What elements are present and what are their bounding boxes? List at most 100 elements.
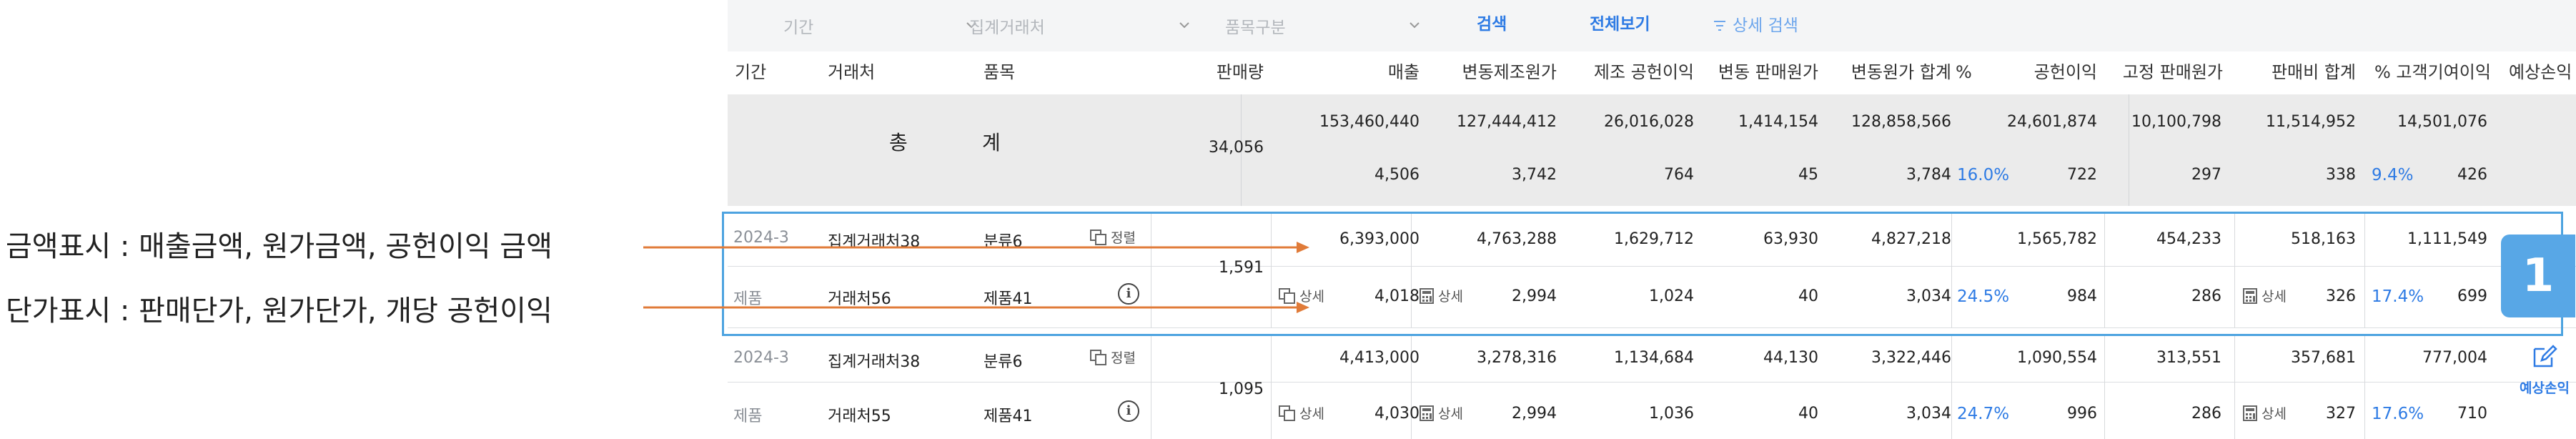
forecast-button[interactable]: 예상손익 [2516, 342, 2573, 413]
sales-detail-button[interactable]: 상세 [1278, 403, 1324, 423]
copy-icon [1279, 405, 1295, 421]
header-forecast[interactable]: 예상손익 [2509, 62, 2572, 82]
header-contrib[interactable]: 공헌이익 [2033, 62, 2097, 82]
edit-icon [2533, 345, 2557, 368]
amount-arrow-head [1297, 242, 1309, 253]
divider [1241, 94, 1242, 206]
unit-annotation: 단가표시 : 판매단가, 원가단가, 개당 공헌이익 [6, 295, 553, 327]
unit-arrow-head [1297, 302, 1309, 313]
row-contrib: 1,565,782 [2017, 230, 2097, 248]
row-unit-sales: 4,030 [1374, 405, 1420, 423]
customer-select-placeholder: 집계거래처 [969, 19, 1045, 37]
row-unit-mfg-contrib: 1,036 [1649, 405, 1694, 423]
row-fixed-sales-cost: 313,551 [2156, 349, 2221, 367]
customer-select[interactable]: 집계거래처 [969, 0, 1205, 51]
total-unit-customer-contrib: 426 [2457, 166, 2487, 184]
search-button[interactable]: 검색 [1477, 15, 1507, 34]
row-unit-var-sales-cost: 40 [1798, 287, 1818, 305]
divider [728, 327, 2576, 328]
header-sales[interactable]: 매출 [1387, 62, 1420, 82]
chevron-down-icon [1179, 22, 1189, 29]
sort-label: 정렬 [1111, 350, 1136, 366]
total-row: 총 계 34,056 153,460,440 127,444,412 26,01… [728, 94, 2576, 206]
total-var-sales-cost: 1,414,154 [1738, 113, 1818, 131]
row-unit-sga-total: 327 [2326, 405, 2356, 423]
divider [1951, 336, 1952, 439]
total-unit-contrib: 722 [2067, 166, 2097, 184]
divider [1411, 213, 1412, 327]
total-unit-sga-total: 338 [2326, 166, 2356, 184]
header-var-cost-total[interactable]: 변동원가 합계 [1851, 62, 1951, 82]
header-fixed-sales-cost[interactable]: 고정 판매원가 [2122, 62, 2223, 82]
period-select[interactable]: 기간 [783, 0, 976, 51]
calculator-icon [2243, 287, 2257, 304]
row-mfg-contrib: 1,629,712 [1614, 230, 1694, 248]
total-var-cost-total: 128,858,566 [1851, 113, 1951, 131]
sort-button[interactable]: 정렬 [1089, 227, 1136, 247]
filter-icon [1714, 21, 1725, 31]
info-icon[interactable]: i [1118, 283, 1139, 305]
header-qty[interactable]: 판매량 [1216, 62, 1264, 82]
row-var-mfg-cost: 3,278,316 [1477, 349, 1557, 367]
sales-detail-button[interactable]: 상세 [1278, 286, 1324, 305]
row-category: 분류6 [984, 353, 1023, 371]
divider [2234, 213, 2235, 327]
category-select[interactable]: 품목구분 [1225, 0, 1440, 51]
sga-detail-button[interactable]: 상세 [2241, 403, 2287, 423]
row-contrib-pct: 24.7% [1957, 405, 2010, 423]
row-unit-sales: 4,018 [1374, 287, 1420, 305]
row-customer-pct: 17.4% [2372, 287, 2424, 306]
header-var-mfg-cost[interactable]: 변동제조원가 [1462, 62, 1557, 82]
row-qty: 1,095 [1219, 380, 1264, 398]
detail-label: 상세 [1299, 406, 1324, 422]
header-pct[interactable]: % [1956, 62, 1972, 82]
header-sga-total[interactable]: 판매비 합계 [2271, 62, 2356, 82]
row-fixed-sales-cost: 454,233 [2156, 230, 2221, 248]
total-sales: 153,460,440 [1319, 113, 1420, 131]
row-qty: 1,591 [1219, 259, 1264, 277]
table-row[interactable]: 2024-3 집계거래처38 분류6 정렬 제품 거래처55 제품41 i 1,… [728, 336, 2576, 439]
row-var-sales-cost: 44,130 [1763, 349, 1818, 367]
row-unit-fixed-sales-cost: 286 [2191, 405, 2221, 423]
amount-annotation: 금액표시 : 매출금액, 원가금액, 공헌이익 금액 [6, 230, 553, 263]
header-item[interactable]: 품목 [984, 62, 1016, 82]
copy-icon [1090, 349, 1106, 365]
row-customer: 거래처56 [828, 290, 891, 308]
row-item: 제품41 [984, 290, 1033, 308]
row-sales: 6,393,000 [1339, 230, 1420, 248]
header-customer-contrib[interactable]: % 고객기여이익 [2374, 62, 2491, 82]
row-unit-mfg-contrib: 1,024 [1649, 287, 1694, 305]
header-mfg-contrib[interactable]: 제조 공헌이익 [1593, 62, 1694, 82]
total-unit-var-mfg-cost: 3,742 [1512, 166, 1557, 184]
divider [1951, 213, 1952, 327]
header-customer[interactable]: 거래처 [828, 62, 876, 82]
row-unit-var-cost-total: 3,034 [1906, 405, 1951, 423]
row-customer-group: 집계거래처38 [828, 353, 921, 371]
detail-search-button[interactable]: 상세 검색 [1711, 0, 1798, 51]
row-var-cost-total: 4,827,218 [1871, 230, 1951, 248]
sort-button[interactable]: 정렬 [1089, 347, 1136, 367]
divider [1411, 336, 1412, 439]
row-sga-total: 357,681 [2291, 349, 2356, 367]
row-customer-pct: 17.6% [2372, 405, 2424, 423]
row-var-cost-total: 3,322,446 [1871, 349, 1951, 367]
cost-detail-button[interactable]: 상세 [1418, 403, 1463, 423]
row-sga-total: 518,163 [2291, 230, 2356, 248]
table-row[interactable]: 2024-3 집계거래처38 분류6 정렬 제품 거래처56 제품41 i 1,… [728, 213, 2576, 332]
header-var-sales-cost[interactable]: 변동 판매원가 [1718, 62, 1818, 82]
info-icon[interactable]: i [1118, 400, 1139, 422]
detail-label: 상세 [2262, 289, 2287, 305]
total-unit-sales: 4,506 [1374, 166, 1420, 184]
sort-label: 정렬 [1111, 230, 1136, 246]
sga-detail-button[interactable]: 상세 [2241, 286, 2287, 305]
total-qty: 34,056 [1209, 139, 1264, 157]
row-period: 2024-3 [733, 229, 789, 247]
header-period[interactable]: 기간 [735, 62, 767, 82]
row-contrib-pct: 24.5% [1957, 287, 2010, 306]
row-unit-contrib: 996 [2067, 405, 2097, 423]
view-all-button[interactable]: 전체보기 [1590, 15, 1650, 34]
cost-detail-button[interactable]: 상세 [1418, 286, 1463, 305]
category-select-placeholder: 품목구분 [1225, 19, 1286, 37]
total-label-b: 계 [982, 131, 1001, 154]
